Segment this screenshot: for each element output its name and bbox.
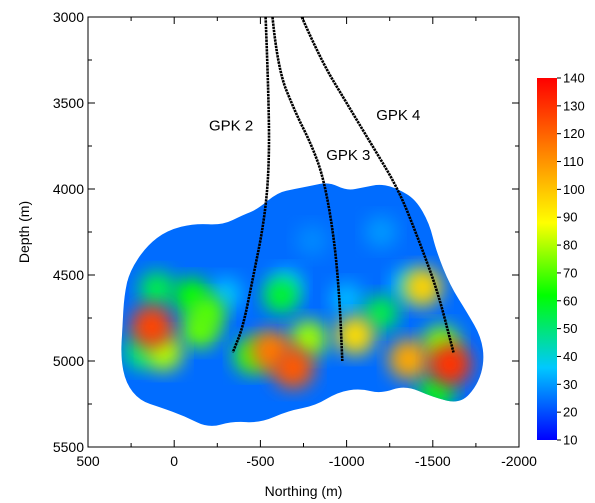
density-blob (272, 347, 315, 389)
x-tick-label: 0 (170, 453, 178, 469)
x-tick-label: -1000 (329, 453, 365, 469)
y-axis: 3000 3500 4000 4500 5000 5500 (53, 9, 519, 455)
density-blob (365, 215, 398, 249)
well-label-2: GPK 3 (326, 147, 370, 164)
density-blob (428, 343, 472, 386)
colorbar-scale (537, 78, 557, 440)
x-tick-label: -500 (246, 453, 274, 469)
colorbar-tick-label: 120 (563, 126, 585, 141)
x-tick-label: -2000 (501, 453, 537, 469)
colorbar-tick-label: 90 (563, 210, 577, 225)
colorbar-tick-label: 50 (563, 321, 577, 336)
density-blob (335, 315, 375, 355)
colorbar-tick-label: 130 (563, 98, 585, 113)
density-blob (363, 295, 399, 331)
y-tick-label: 5500 (53, 439, 84, 455)
y-tick-label: 4000 (53, 181, 84, 197)
x-tick-label: 500 (76, 453, 100, 469)
colorbar-tick-label: 80 (563, 238, 577, 253)
colorbar-tick-label: 30 (563, 377, 577, 392)
density-blob (139, 271, 175, 307)
x-tick-label: -1500 (415, 453, 451, 469)
density-blob (181, 311, 219, 349)
density-blob (296, 224, 329, 257)
well-label-1: GPK 2 (209, 118, 253, 135)
y-tick-label: 3000 (53, 9, 84, 25)
well-trajectory-1 (231, 16, 271, 353)
y-tick-label: 5000 (53, 353, 84, 369)
colorbar-tick-label: 100 (563, 182, 585, 197)
colorbar-tick-label: 10 (563, 433, 577, 448)
colorbar-tick-label: 40 (563, 349, 577, 364)
well-trajectory-2 (271, 16, 344, 362)
y-axis-title: Depth (m) (16, 201, 32, 263)
colorbar-tick-label: 110 (563, 154, 584, 169)
well-trajectory-3 (300, 16, 455, 353)
x-axis: 500 0 -500 -1000 -1500 -2000 (76, 17, 537, 469)
colorbar-ticks: 10 20 30 40 50 60 70 80 90 100 110 120 130 140 (557, 71, 585, 448)
density-blob (130, 305, 173, 348)
y-tick-label: 4500 (53, 267, 84, 283)
colorbar-tick-label: 140 (563, 71, 585, 86)
density-blobs (122, 215, 472, 410)
event-density-map (121, 183, 484, 426)
colorbar-tick-label: 60 (563, 293, 577, 308)
colorbar: 10 20 30 40 50 60 70 80 90 100 110 120 130 140 (537, 71, 585, 448)
density-blob (330, 282, 363, 316)
y-tick-label: 3500 (53, 95, 84, 111)
x-axis-title: Northing (m) (265, 483, 343, 499)
well-label-3: GPK 4 (376, 107, 420, 124)
density-blob (290, 320, 328, 358)
density-blob (388, 339, 429, 380)
colorbar-tick-label: 20 (563, 405, 577, 420)
well-trajectories: GPK 2 GPK 3 GPK 4 (209, 16, 455, 362)
density-blob (263, 278, 299, 314)
colorbar-tick-label: 70 (563, 265, 577, 280)
